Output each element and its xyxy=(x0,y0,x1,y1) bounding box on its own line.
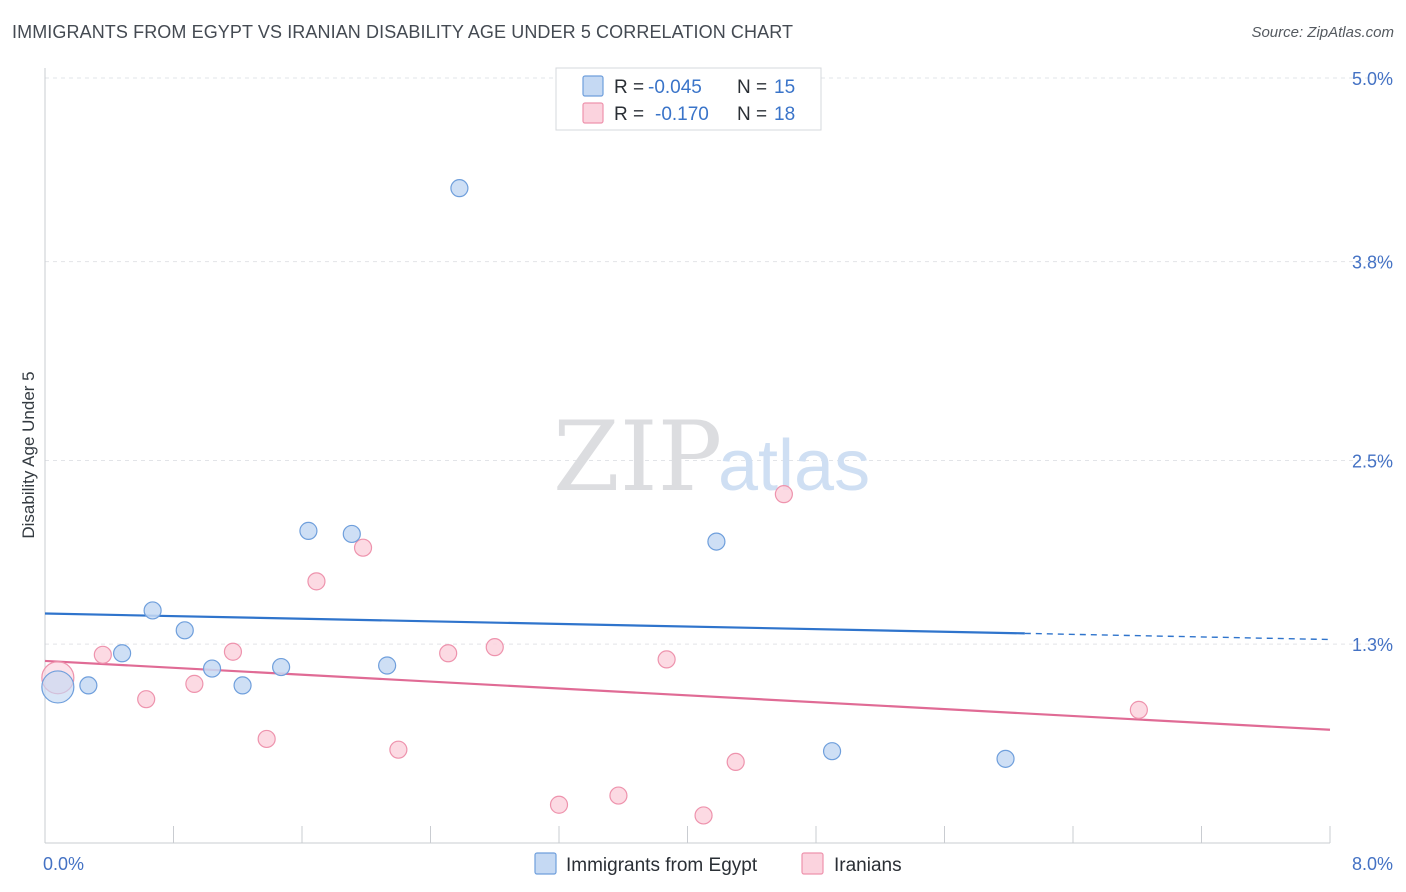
iran-point xyxy=(257,729,276,749)
x-tick-labels: 0.0% 8.0% xyxy=(43,854,1393,874)
chart-title: IMMIGRANTS FROM EGYPT VS IRANIAN DISABIL… xyxy=(12,22,794,42)
iran-point xyxy=(185,674,204,693)
egypt-point xyxy=(233,676,252,695)
y-tick-label: 5.0% xyxy=(1352,69,1393,89)
gridlines xyxy=(45,77,1392,645)
iran-point xyxy=(439,644,458,663)
egypt-point xyxy=(378,656,397,675)
egypt-point xyxy=(342,524,361,544)
y-axis-title: Disability Age Under 5 xyxy=(19,371,38,538)
iran-point xyxy=(1129,700,1148,719)
series-legend: Immigrants from Egypt Iranians xyxy=(534,852,902,876)
legend-iran-label: Iranians xyxy=(834,855,902,876)
egypt-point xyxy=(996,749,1015,768)
legend-egypt-swatch xyxy=(534,852,557,875)
legend-iran-swatch xyxy=(801,852,824,875)
iran-r-label: R = xyxy=(614,104,644,125)
data-points xyxy=(41,179,1148,825)
trend-lines xyxy=(44,612,1331,731)
legend-egypt-label: Immigrants from Egypt xyxy=(566,855,758,876)
iran-point xyxy=(93,645,112,664)
egypt-point xyxy=(175,621,194,640)
iran-point xyxy=(657,650,676,669)
y-tick-labels: 1.3% 2.5% 3.8% 5.0% xyxy=(1352,69,1393,655)
iran-point xyxy=(726,752,745,772)
egypt-point xyxy=(450,179,469,198)
egypt-point xyxy=(202,659,222,678)
iran-point xyxy=(774,485,793,504)
iran-point xyxy=(485,638,504,657)
egypt-point xyxy=(41,670,75,704)
iran-n-value: 18 xyxy=(774,104,795,125)
axes xyxy=(44,68,1331,844)
iran-point xyxy=(389,740,408,759)
iran-n-label: N = xyxy=(737,104,767,125)
egypt-point xyxy=(143,601,162,620)
watermark: ZIP atlas xyxy=(553,401,870,513)
iran-point xyxy=(694,806,713,825)
x-tick-label-min: 0.0% xyxy=(43,854,84,874)
iran-point xyxy=(549,795,569,814)
y-tick-label: 1.3% xyxy=(1352,635,1393,655)
iran-r-value: -0.170 xyxy=(655,104,709,125)
watermark-zip: ZIP xyxy=(553,401,722,513)
egypt-n-label: N = xyxy=(737,77,767,98)
watermark-atlas: atlas xyxy=(718,426,870,506)
egypt-point xyxy=(822,742,842,761)
egypt-point xyxy=(707,532,726,551)
iran-point xyxy=(353,538,373,557)
egypt-r-label: R = xyxy=(614,77,644,98)
egypt-point xyxy=(299,521,318,540)
iran-swatch xyxy=(582,102,604,124)
stats-legend: R = -0.045 N = 15 R = -0.170 N = 18 xyxy=(555,67,822,131)
egypt-point xyxy=(79,676,98,695)
y-tick-label: 3.8% xyxy=(1352,253,1393,273)
iran-point xyxy=(307,572,326,591)
egypt-swatch xyxy=(582,75,604,97)
egypt-point xyxy=(272,657,291,677)
egypt-trend-extension xyxy=(1024,632,1331,641)
iran-point xyxy=(223,642,243,661)
iran-trend-line xyxy=(44,659,1331,731)
source-label: Source: ZipAtlas.com xyxy=(1251,24,1394,41)
x-tick-label-max: 8.0% xyxy=(1352,854,1393,874)
y-tick-label: 2.5% xyxy=(1352,452,1393,472)
iran-point xyxy=(137,690,156,709)
iran-point xyxy=(609,786,628,805)
egypt-n-value: 15 xyxy=(774,77,795,98)
egypt-r-value: -0.045 xyxy=(648,77,702,98)
egypt-point xyxy=(112,644,132,663)
egypt-trend-line xyxy=(44,612,1025,635)
